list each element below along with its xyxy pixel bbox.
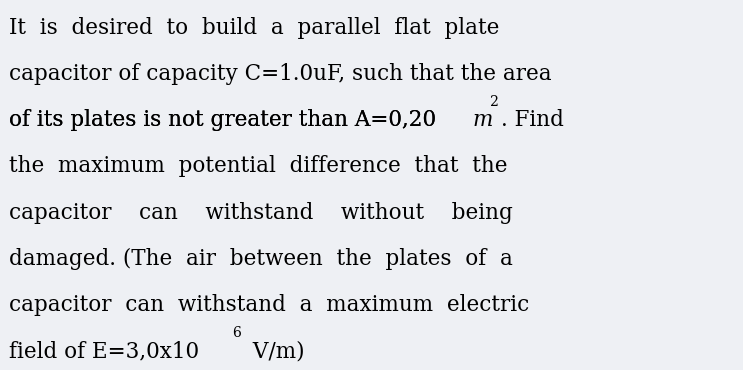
Text: capacitor of capacity C=1.0uF, such that the area: capacitor of capacity C=1.0uF, such that… xyxy=(9,63,551,85)
Text: capacitor  can  withstand  a  maximum  electric: capacitor can withstand a maximum electr… xyxy=(9,294,529,316)
Text: the  maximum  potential  difference  that  the: the maximum potential difference that th… xyxy=(9,155,507,177)
Text: V/m): V/m) xyxy=(246,340,305,362)
Text: capacitor    can    withstand    without    being: capacitor can withstand without being xyxy=(9,202,513,223)
Text: of its plates is not greater than A=0,20: of its plates is not greater than A=0,20 xyxy=(9,109,436,131)
Text: m: m xyxy=(473,109,493,131)
Text: field of E=3,0x10: field of E=3,0x10 xyxy=(9,340,199,362)
Text: . Find: . Find xyxy=(501,109,564,131)
Text: of its plates is not greater than A=0,20: of its plates is not greater than A=0,20 xyxy=(9,109,436,131)
Text: 2: 2 xyxy=(490,95,499,109)
Text: 6: 6 xyxy=(233,326,241,340)
Text: damaged. (The  air  between  the  plates  of  a: damaged. (The air between the plates of … xyxy=(9,248,513,270)
Text: It  is  desired  to  build  a  parallel  flat  plate: It is desired to build a parallel flat p… xyxy=(9,17,499,38)
